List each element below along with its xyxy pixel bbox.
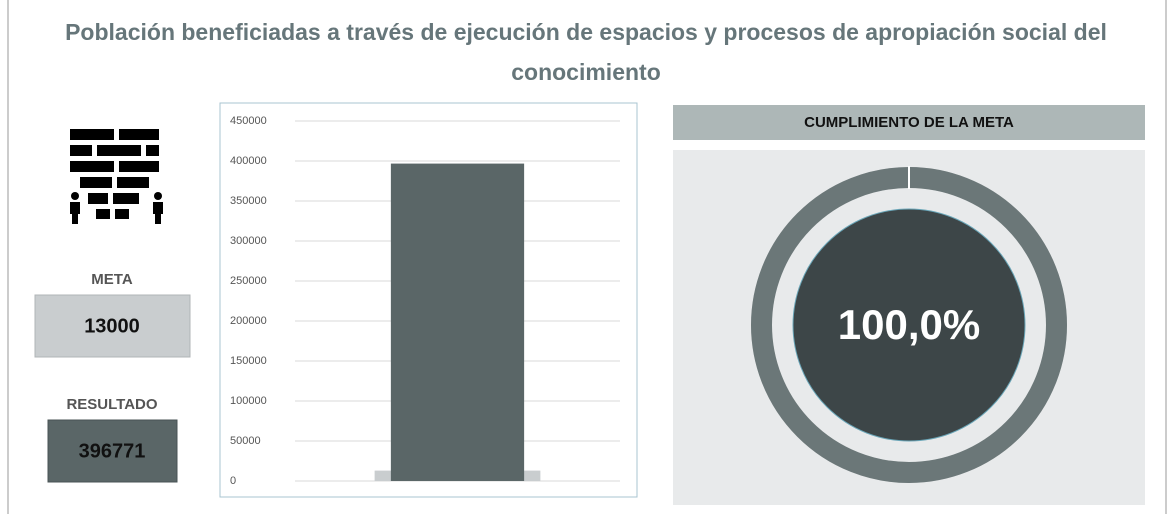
y-tick-label: 250000: [230, 275, 267, 287]
y-tick-label: 150000: [230, 355, 267, 367]
y-tick-label: 0: [230, 475, 236, 487]
y-tick-label: 300000: [230, 235, 267, 247]
y-tick-label: 400000: [230, 155, 267, 167]
donut-value-label: 100,0%: [838, 301, 980, 348]
wall-icon: [70, 129, 163, 224]
bar: [390, 163, 525, 482]
y-tick-label: 50000: [230, 435, 261, 447]
donut-title: CUMPLIMIENTO DE LA META: [804, 114, 1014, 131]
donut-arc: [751, 167, 1067, 484]
donut-header: [673, 105, 1145, 140]
resultado-box: [47, 419, 178, 483]
donut-center: [792, 208, 1026, 442]
resultado-value: 396771: [79, 440, 146, 462]
meta-box: [34, 294, 191, 358]
y-tick-label: 350000: [230, 195, 267, 207]
y-tick-label: 200000: [230, 315, 267, 327]
meta-label: META: [91, 271, 133, 288]
y-tick-label: 100000: [230, 395, 267, 407]
page-title: Población beneficiadas a través de ejecu…: [65, 19, 1107, 85]
meta-value: 13000: [84, 315, 140, 337]
resultado-label: RESULTADO: [66, 396, 157, 413]
y-tick-label: 450000: [230, 115, 267, 127]
